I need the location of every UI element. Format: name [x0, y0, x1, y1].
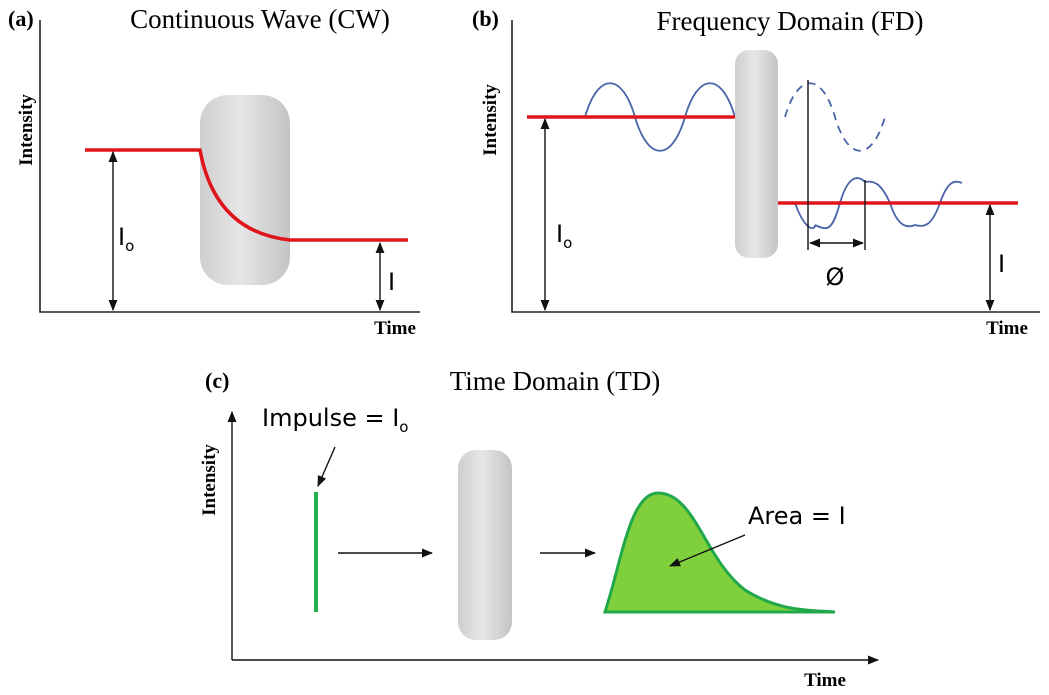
sample: [200, 95, 290, 285]
dashed-wave: [784, 82, 886, 152]
area-label: Area = I: [748, 502, 846, 530]
wave: [584, 82, 736, 152]
sample: [458, 450, 512, 640]
y-axis-label: Intensity: [16, 94, 37, 166]
io-label: Io: [118, 223, 134, 255]
i-label: I: [998, 250, 1005, 278]
x-axis-label: Time: [374, 318, 416, 339]
x-axis-label: Time: [986, 318, 1028, 339]
phase-label: Ø: [826, 263, 845, 291]
y-axis-label: Intensity: [199, 444, 220, 516]
axes: [511, 20, 1040, 313]
decay-area: [602, 491, 836, 614]
io-label: Io: [556, 220, 572, 252]
panel-c: (c) Time Domain (TD) Intensity Time Impu…: [199, 366, 880, 691]
panel-b: (b) Frequency Domain (FD) Intensity Time…: [472, 6, 1040, 339]
i-label: I: [388, 268, 395, 296]
axes: [39, 20, 420, 313]
panel-title: Time Domain (TD): [450, 366, 661, 396]
panel-label: (c): [205, 368, 229, 393]
panel-label: (b): [472, 6, 499, 31]
panel-a: (a) Continuous Wave (CW) Intensity Time …: [8, 4, 420, 339]
y-axis-label: Intensity: [480, 84, 501, 156]
sample: [735, 50, 778, 258]
pointer: [317, 446, 336, 488]
panel-title: Continuous Wave (CW): [130, 4, 390, 34]
panel-title: Frequency Domain (FD): [657, 6, 924, 36]
panel-label: (a): [8, 6, 34, 31]
pointer: [668, 534, 746, 567]
intensity-line: [85, 148, 408, 242]
impulse-label: Impulse = Io: [262, 404, 408, 436]
x-axis-label: Time: [804, 670, 846, 691]
